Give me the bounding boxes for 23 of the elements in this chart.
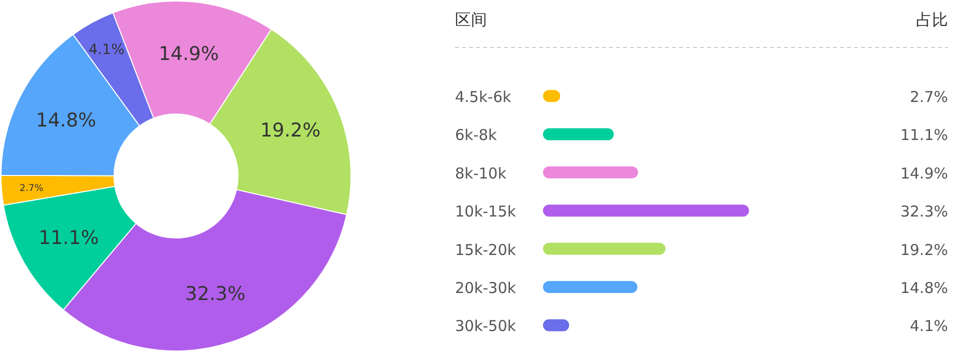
text: 占比 [916, 10, 948, 29]
y-tick-label: 4.5k-6k [455, 88, 512, 106]
data-label: 14.9% [158, 43, 219, 65]
y-tick-label: 20k-30k [455, 279, 516, 297]
data-label: 2.7% [910, 88, 948, 106]
y-tick-label: 6k-8k [455, 126, 498, 144]
y-tick-label: 10k-15k [455, 202, 516, 221]
data-label: 32.3% [185, 282, 246, 305]
data-label: 14.9% [900, 164, 948, 182]
data-label: 32.3% [900, 202, 948, 221]
y-axis-title: 区间 [455, 10, 487, 29]
data-label: 14.8% [36, 110, 96, 132]
data-label: 19.2% [260, 119, 321, 142]
data-label: 4.1% [88, 42, 125, 58]
data-label: 14.8% [900, 279, 948, 297]
y-tick-label: 8k-10k [455, 164, 507, 182]
data-label: 11.1% [38, 227, 99, 250]
data-label: 4.1% [910, 317, 948, 336]
data-label: 19.2% [900, 240, 948, 259]
data-label: 2.7% [20, 183, 44, 194]
data-label: 11.1% [900, 126, 948, 144]
y-tick-label: 15k-20k [455, 240, 516, 259]
y-tick-label: 30k-50k [455, 317, 516, 336]
